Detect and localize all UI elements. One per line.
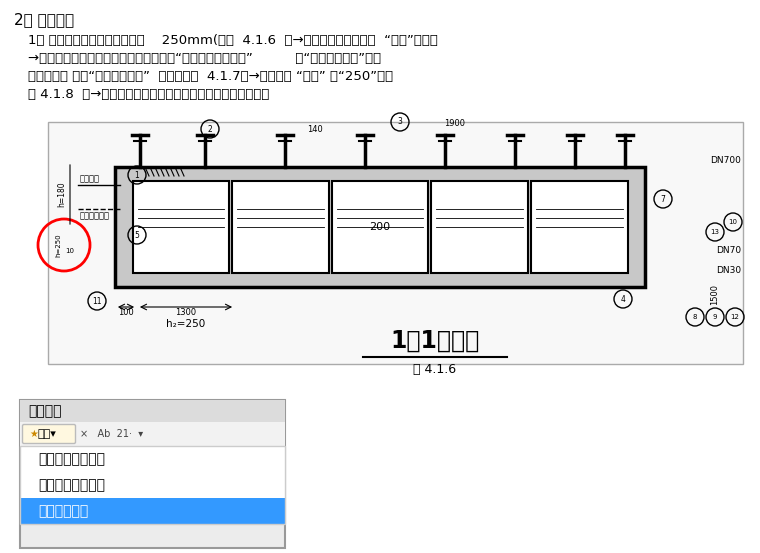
Text: 构件列表: 构件列表 [28, 404, 62, 418]
Text: 新建▾: 新建▾ [37, 429, 56, 439]
Bar [232, 181, 328, 273]
Text: 5: 5 [135, 231, 139, 239]
Text: 2、 绘制底板: 2、 绘制底板 [14, 12, 74, 27]
Text: 10: 10 [729, 219, 737, 225]
Text: 200: 200 [369, 222, 391, 232]
Text: →在构件列表中新建底板构件，软件可以“新建异形点式底板”          、“异形线式底板”，针: →在构件列表中新建底板构件，软件可以“新建异形点式底板” 、“异形线式底板”，针 [28, 52, 381, 65]
Text: 1500: 1500 [711, 284, 720, 305]
Text: ★: ★ [29, 429, 38, 439]
Text: 新建面式底板: 新建面式底板 [38, 504, 88, 518]
Text: ×   Ab  21·  ▾: × Ab 21· ▾ [80, 429, 143, 439]
Text: DN70: DN70 [716, 246, 741, 255]
Text: 图 4.1.6: 图 4.1.6 [413, 363, 457, 376]
Text: 10: 10 [65, 248, 74, 254]
Bar [20, 400, 285, 548]
Text: 允许地下水位: 允许地下水位 [80, 211, 110, 220]
Text: 9: 9 [713, 314, 717, 320]
Text: 12: 12 [730, 314, 739, 320]
Text: h=250: h=250 [55, 233, 61, 257]
Text: 100: 100 [118, 308, 134, 317]
Bar [132, 181, 229, 273]
Text: 1300: 1300 [176, 308, 197, 317]
Bar [20, 498, 285, 524]
Text: 7: 7 [660, 195, 666, 204]
Bar [20, 400, 285, 422]
Bar [20, 422, 285, 446]
Text: 1900: 1900 [445, 119, 465, 128]
Text: 3: 3 [397, 117, 403, 127]
Text: 1－1剖面图: 1－1剖面图 [391, 329, 480, 353]
Text: 1） 首先查看图中底板厚度，为    250mm(如图  4.1.6  ）→切换到模块导航栏，  “底板”图层下: 1） 首先查看图中底板厚度，为 250mm(如图 4.1.6 ）→切换到模块导航… [28, 34, 438, 47]
Text: 新建异形线式底板: 新建异形线式底板 [38, 478, 105, 492]
Text: 140: 140 [307, 125, 323, 134]
Text: 8: 8 [693, 314, 697, 320]
Text: h₂=250: h₂=250 [166, 319, 206, 329]
Text: 图 4.1.8  ）→根据工程实际情况修改材质、混凝土类型、标号: 图 4.1.8 ）→根据工程实际情况修改材质、混凝土类型、标号 [28, 88, 269, 101]
Text: 1: 1 [135, 170, 139, 180]
Text: 2: 2 [207, 124, 212, 133]
Text: DN700: DN700 [710, 156, 741, 165]
Text: 设计地面: 设计地面 [80, 174, 100, 183]
Text: 11: 11 [92, 296, 102, 305]
Bar [48, 122, 743, 364]
Bar [20, 472, 285, 498]
FancyBboxPatch shape [23, 425, 75, 444]
Bar [531, 181, 628, 273]
Text: 4: 4 [621, 295, 625, 304]
Bar [115, 167, 645, 287]
Bar [331, 181, 429, 273]
Text: h=180: h=180 [58, 182, 67, 207]
Text: DN30: DN30 [716, 266, 741, 275]
Text: 新建异形点式底板: 新建异形点式底板 [38, 452, 105, 466]
Bar [431, 181, 528, 273]
Bar [20, 446, 285, 472]
Text: 13: 13 [711, 229, 720, 235]
Text: 对本工程， 可以“新建面式底板”  构件（如图  4.1.7）→修改底板 “厚度” 为“250”（如: 对本工程， 可以“新建面式底板” 构件（如图 4.1.7）→修改底板 “厚度” … [28, 70, 393, 83]
Bar [20, 446, 285, 524]
